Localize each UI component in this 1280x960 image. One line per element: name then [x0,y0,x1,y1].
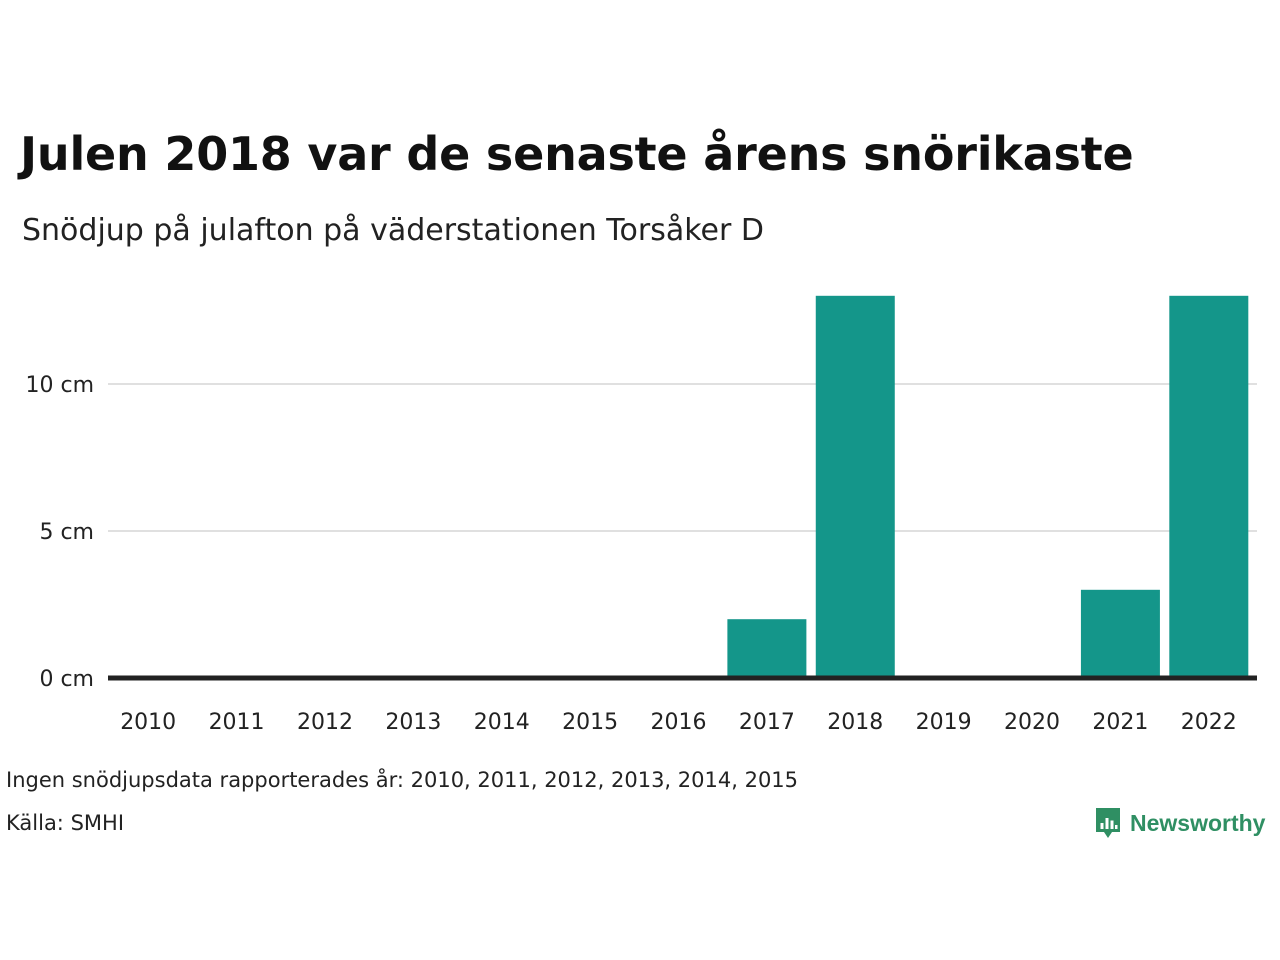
source-value: SMHI [70,811,125,835]
source-label: Källa: [6,811,64,835]
bar-chart-speech-bubble-icon [1096,808,1120,838]
x-tick-label: 2015 [562,710,618,735]
x-tick-label: 2022 [1181,710,1237,735]
chart-subtitle: Snödjup på julafton på väderstationen To… [22,213,764,248]
x-tick-label: 2016 [651,710,707,735]
y-tick-label: 0 cm [39,667,94,692]
x-tick-label: 2018 [827,710,883,735]
x-tick-label: 2020 [1004,710,1060,735]
bar-2021 [1080,589,1160,678]
x-tick-label: 2021 [1092,710,1148,735]
x-tick-label: 2019 [916,710,972,735]
bar-chart: 0 cm 5 cm 10 cm 2010 2011 2012 2013 2014 2015 201… [25,295,1257,735]
x-tick-label: 2011 [209,710,265,735]
bar-2022 [1169,295,1249,678]
gridlines [108,383,1257,532]
bar-2018 [815,295,895,678]
chart-title: Julen 2018 var de senaste årens snörikas… [20,127,1134,181]
x-tick-label: 2017 [739,710,795,735]
x-tick-label: 2010 [120,710,176,735]
newsworthy-logo: Newsworthy [1094,806,1265,840]
brand-name: Newsworthy [1130,809,1266,836]
x-tick-label: 2014 [474,710,530,735]
missing-data-note: Ingen snödjupsdata rapporterades år: 201… [6,768,799,792]
axes: 0 cm 5 cm 10 cm 2010 2011 2012 2013 2014 2015 201… [25,373,1257,735]
bars [727,295,1249,678]
bar-2017 [727,619,807,678]
y-tick-label: 10 cm [25,373,94,398]
y-tick-label: 5 cm [39,520,94,545]
source-line: Källa: SMHI [6,811,124,835]
x-tick-label: 2013 [385,710,441,735]
x-tick-label: 2012 [297,710,353,735]
